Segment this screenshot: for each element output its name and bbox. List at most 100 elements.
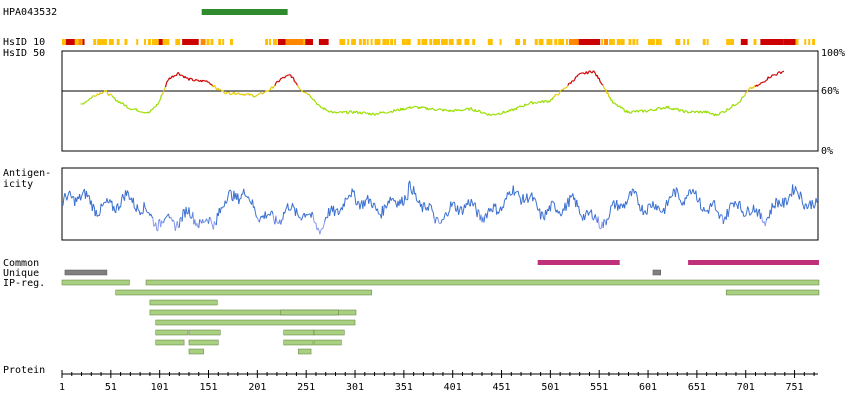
identity-track-segment xyxy=(449,39,454,45)
identity-line-segment xyxy=(396,110,397,111)
identity-line-segment xyxy=(91,97,92,99)
antigenicity-line-segment xyxy=(229,190,230,191)
antigenicity-line-segment xyxy=(473,203,474,206)
identity-line-segment xyxy=(492,114,493,115)
antigenicity-line-segment xyxy=(210,218,211,222)
identity-line-segment xyxy=(351,111,352,113)
antigenicity-line-segment xyxy=(119,207,120,211)
identity-line-segment xyxy=(679,111,680,112)
identity-track-segment xyxy=(278,39,286,45)
identity-line-segment xyxy=(428,109,429,110)
identity-line-segment xyxy=(687,111,688,113)
identity-line-segment xyxy=(301,90,302,91)
antigenicity-line-segment xyxy=(344,198,345,207)
protein-label: Protein xyxy=(3,365,45,376)
antigenicity-line-segment xyxy=(182,210,183,222)
antigenicity-line-segment xyxy=(677,190,678,195)
antigenicity-line-segment xyxy=(573,193,574,199)
identity-track-segment xyxy=(210,39,213,45)
identity-line-segment xyxy=(764,81,765,82)
identity-line-segment xyxy=(491,115,492,116)
identity-track-segment xyxy=(703,39,706,45)
identity-line-segment xyxy=(471,108,472,111)
identity-line-segment xyxy=(770,77,771,78)
antigenicity-line-segment xyxy=(771,203,772,214)
antigenicity-line-segment xyxy=(293,203,294,207)
identity-line-segment xyxy=(622,107,623,109)
protein-axis-tick-label: 751 xyxy=(786,382,804,393)
identity-line-segment xyxy=(123,102,124,104)
antigenicity-line-segment xyxy=(288,203,289,210)
identity-track-segment xyxy=(730,39,734,45)
antigenicity-line-segment xyxy=(525,199,526,200)
protein-axis-tick-label: 251 xyxy=(297,382,315,393)
ipreg-region xyxy=(314,340,341,345)
antigenicity-line-segment xyxy=(627,201,628,205)
antigenicity-line-segment xyxy=(599,227,600,229)
identity-line-segment xyxy=(239,93,240,95)
identity-track-segment xyxy=(66,39,75,45)
identity-line-segment xyxy=(684,111,685,113)
antigenicity-line-segment xyxy=(484,216,485,223)
identity-line-segment xyxy=(745,92,746,95)
antigenicity-line-segment xyxy=(252,199,253,207)
antigenicity-line-segment xyxy=(620,204,621,209)
antigenicity-line-segment xyxy=(696,191,697,201)
identity-line-segment xyxy=(608,93,609,97)
antigenicity-line-segment xyxy=(383,205,384,216)
identity-plot-frame xyxy=(62,51,818,151)
antigenicity-line-segment xyxy=(379,214,380,215)
antigenicity-line-segment xyxy=(107,198,108,202)
identity-track-segment xyxy=(539,39,544,45)
protein-axis-tick-label: 601 xyxy=(639,382,657,393)
antigenicity-line-segment xyxy=(797,192,798,196)
antigenicity-line-segment xyxy=(736,204,737,205)
identity-line-segment xyxy=(170,77,171,79)
identity-line-segment xyxy=(640,110,641,111)
identity-track-segment xyxy=(617,39,621,45)
identity-line-segment xyxy=(560,90,561,91)
identity-track-segment xyxy=(167,39,169,45)
identity-track-segment xyxy=(201,39,206,45)
antigenicity-line-segment xyxy=(213,221,214,229)
antigenicity-line-segment xyxy=(754,205,755,212)
antigenicity-line-segment xyxy=(603,219,604,228)
identity-line-segment xyxy=(287,75,288,76)
antigenicity-line-segment xyxy=(669,196,670,201)
antigenicity-line-segment xyxy=(408,183,409,199)
antigenicity-line-segment xyxy=(100,204,101,213)
antigenicity-line-segment xyxy=(259,218,260,222)
antigenicity-line-segment xyxy=(712,204,713,207)
identity-track-segment xyxy=(601,39,603,45)
identity-line-segment xyxy=(138,111,139,112)
identity-line-segment xyxy=(215,87,216,89)
identity-line-segment xyxy=(776,75,777,76)
antigenicity-line-segment xyxy=(757,211,758,217)
identity-line-segment xyxy=(499,113,500,114)
identity-line-segment xyxy=(173,76,174,78)
identity-track-segment xyxy=(632,39,635,45)
antigenicity-line-segment xyxy=(337,208,338,214)
identity-line-segment xyxy=(741,98,742,101)
identity-track-segment xyxy=(429,39,432,45)
antigenicity-line-segment xyxy=(320,230,321,234)
antigenicity-label-1: Antigen- xyxy=(3,168,51,179)
ipreg-region xyxy=(156,340,184,345)
antigenicity-line-segment xyxy=(675,188,676,197)
ipreg-region xyxy=(156,320,355,325)
identity-line-segment xyxy=(297,85,298,87)
antigenicity-line-segment xyxy=(491,208,492,210)
identity-line-segment xyxy=(167,80,168,81)
identity-line-segment xyxy=(566,87,567,88)
identity-track-segment xyxy=(636,39,638,45)
identity-line-segment xyxy=(587,72,588,74)
antigenicity-line-segment xyxy=(496,204,497,215)
ipreg-label: IP-reg. xyxy=(3,278,45,289)
identity-line-segment xyxy=(674,108,675,109)
identity-line-segment xyxy=(544,101,545,103)
identity-line-segment xyxy=(727,109,728,110)
identity-line-segment xyxy=(270,88,271,90)
antigenicity-line-segment xyxy=(723,219,724,224)
antigenicity-line-segment xyxy=(586,210,587,215)
identity-track-segment xyxy=(218,39,221,45)
